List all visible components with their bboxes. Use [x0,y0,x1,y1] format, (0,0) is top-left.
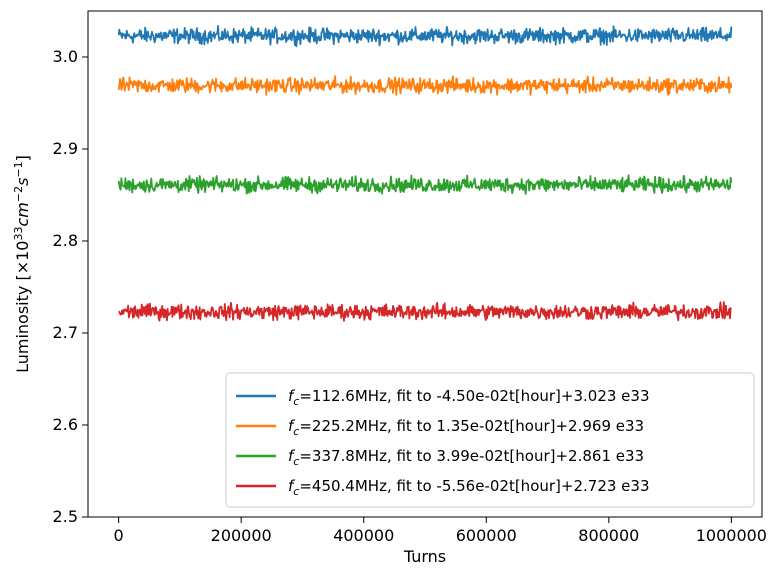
series-line-1 [117,25,733,48]
ticks-group: 0 200000 400000 600000 800000 1000000 2.5 2.6 2.… [53,47,767,545]
legend-items: fc=112.6MHz, fit to -4.50e-02t[hour]+3.0… [236,387,650,498]
x-tick-label: 400000 [333,526,394,545]
y-axis-label-cm: cm [13,202,32,226]
y-axis-label: Luminosity [×1033cm−2s−1] [12,155,33,373]
series-line-4 [118,301,732,322]
legend: fc=112.6MHz, fit to -4.50e-02t[hour]+3.0… [225,372,755,508]
y-axis-label-suffix: ] [13,155,32,161]
legend-label-4: fc=450.4MHz, fit to -5.56e-02t[hour]+2.7… [288,477,650,498]
series-line-2 [117,75,733,96]
x-tick-label: 0 [114,526,124,545]
y-tick-label: 3.0 [53,47,78,66]
legend-label-3: fc=337.8MHz, fit to 3.99e-02t[hour]+2.86… [288,447,644,468]
legend-label-1: fc=112.6MHz, fit to -4.50e-02t[hour]+3.0… [288,387,650,408]
x-tick-label: 200000 [211,526,272,545]
y-axis-label-sup3: −1 [12,161,25,177]
y-axis-label-sup1: 33 [12,227,25,241]
x-axis-label: Turns [403,547,446,566]
y-tick-label: 2.5 [53,507,78,526]
y-axis-label-s: s [13,178,32,186]
y-tick-label: 2.7 [53,323,78,342]
y-tick-label: 2.6 [53,415,78,434]
x-tick-label: 1000000 [696,526,767,545]
x-tick-label: 800000 [578,526,639,545]
y-axis-label-sup2: −2 [12,186,25,202]
series-group [117,25,733,322]
y-axis-label-prefix: Luminosity [×10 [13,241,32,373]
y-tick-label: 2.8 [53,231,78,250]
legend-label-2: fc=225.2MHz, fit to 1.35e-02t[hour]+2.96… [288,417,644,438]
series-line-3 [117,174,733,195]
x-tick-label: 600000 [456,526,517,545]
y-tick-label: 2.9 [53,139,78,158]
legend-box [225,372,755,508]
